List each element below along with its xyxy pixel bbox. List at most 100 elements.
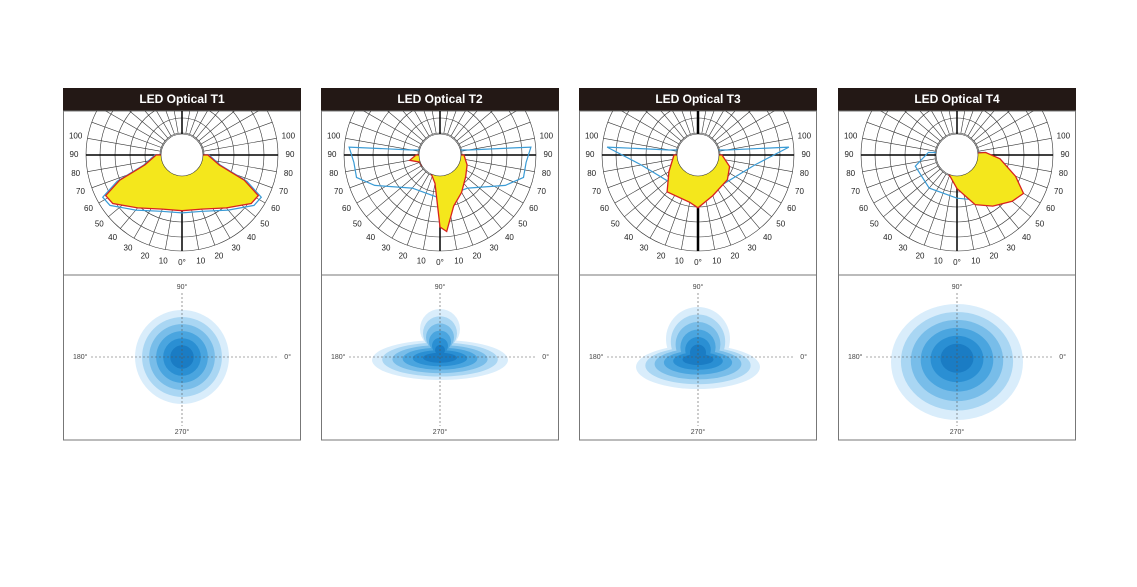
angle-label: 20 — [916, 252, 925, 261]
angle-label: 20 — [141, 252, 150, 261]
polar-ray — [185, 111, 191, 134]
polar-ray — [873, 165, 939, 204]
polar-ray — [960, 111, 966, 134]
angle-label: 60 — [600, 204, 609, 213]
angle-label: 30 — [899, 244, 908, 253]
polar-ray — [378, 171, 427, 229]
angle-label: 0° — [436, 258, 444, 267]
iso-label: 270° — [433, 428, 448, 436]
title-bar — [579, 88, 817, 111]
angle-label: 40 — [366, 233, 375, 242]
angle-label: 40 — [247, 233, 256, 242]
polar-ray — [714, 111, 751, 142]
polar-ray — [349, 121, 420, 148]
angle-label: 70 — [592, 187, 601, 196]
angle-label: 20 — [399, 252, 408, 261]
angle-label: 90 — [845, 150, 854, 159]
polar-ray — [414, 111, 430, 137]
polar-ray — [200, 111, 259, 145]
polar-ray — [165, 111, 175, 135]
polar-ray — [862, 138, 936, 152]
panel-title: LED Optical T1 — [139, 92, 225, 106]
angle-label: 70 — [537, 187, 546, 196]
iso-label: 90° — [435, 283, 446, 291]
polar-ray — [129, 111, 166, 142]
iso-label: 180° — [589, 353, 604, 361]
angle-label: 10 — [971, 256, 980, 265]
polar-ray — [460, 162, 531, 189]
angle-label: 60 — [529, 204, 538, 213]
polar-ray — [672, 111, 688, 137]
polar-ray — [908, 173, 947, 239]
angle-label: 40 — [883, 233, 892, 242]
angle-label: 50 — [776, 220, 785, 229]
angle-label: 90 — [802, 150, 811, 159]
polar-ray — [195, 111, 220, 139]
angle-label: 70 — [76, 187, 85, 196]
polar-ray — [603, 138, 677, 152]
angle-label: 10 — [934, 256, 943, 265]
angle-label: 30 — [748, 244, 757, 253]
angle-label: 80 — [542, 169, 551, 178]
polar-ray — [91, 121, 162, 148]
center-hole — [160, 133, 204, 177]
polar-ray — [431, 111, 437, 134]
polar-ray — [192, 111, 208, 137]
polar-ray — [880, 111, 939, 145]
angle-label: 80 — [846, 169, 855, 178]
angle-label: 60 — [787, 204, 796, 213]
center-hole — [676, 133, 720, 177]
iso-label: 180° — [331, 353, 346, 361]
polar-ray — [718, 121, 789, 148]
polar-ray — [645, 111, 682, 142]
angle-label: 30 — [232, 244, 241, 253]
angle-label: 80 — [329, 169, 338, 178]
angle-label: 80 — [587, 169, 596, 178]
polar-ray — [387, 111, 424, 142]
polar-ray — [447, 111, 457, 135]
angle-label: 0° — [178, 258, 186, 267]
angle-label: 80 — [284, 169, 293, 178]
angle-label: 50 — [518, 220, 527, 229]
polar-ray — [607, 162, 678, 189]
angle-label: 40 — [763, 233, 772, 242]
polar-ray — [189, 111, 199, 135]
center-hole — [935, 133, 979, 177]
candela-curve-a — [408, 154, 468, 233]
angle-label: 100 — [798, 131, 812, 140]
polar-ray — [866, 121, 937, 148]
polar-ray — [603, 158, 677, 172]
angle-label: 10 — [417, 256, 426, 265]
center-hole — [418, 133, 462, 177]
angle-label: 30 — [382, 244, 391, 253]
angle-label: 80 — [1059, 169, 1068, 178]
polar-ray — [105, 111, 164, 145]
polar-ray — [456, 168, 514, 217]
iso-label: 0° — [800, 353, 807, 361]
angle-label: 90 — [544, 150, 553, 159]
angle-label: 10 — [675, 256, 684, 265]
angle-label: 50 — [1035, 220, 1044, 229]
angle-label: 50 — [870, 220, 879, 229]
polar-ray — [345, 138, 419, 152]
polar-ray — [423, 111, 433, 135]
iso-label: 0° — [1059, 353, 1066, 361]
polar-ray — [705, 111, 715, 135]
polar-ray — [978, 138, 1052, 152]
polar-ray — [883, 168, 941, 217]
polar-ray — [391, 173, 430, 239]
angle-label: 40 — [624, 233, 633, 242]
iso-label: 90° — [952, 283, 963, 291]
polar-ray — [456, 111, 493, 142]
angle-label: 90 — [586, 150, 595, 159]
polar-ray — [719, 158, 793, 172]
polar-ray — [970, 111, 995, 139]
angle-label: 80 — [71, 169, 80, 178]
angle-label: 20 — [730, 252, 739, 261]
polar-ray — [866, 162, 937, 189]
angle-label: 70 — [279, 187, 288, 196]
polar-ray — [948, 111, 954, 134]
